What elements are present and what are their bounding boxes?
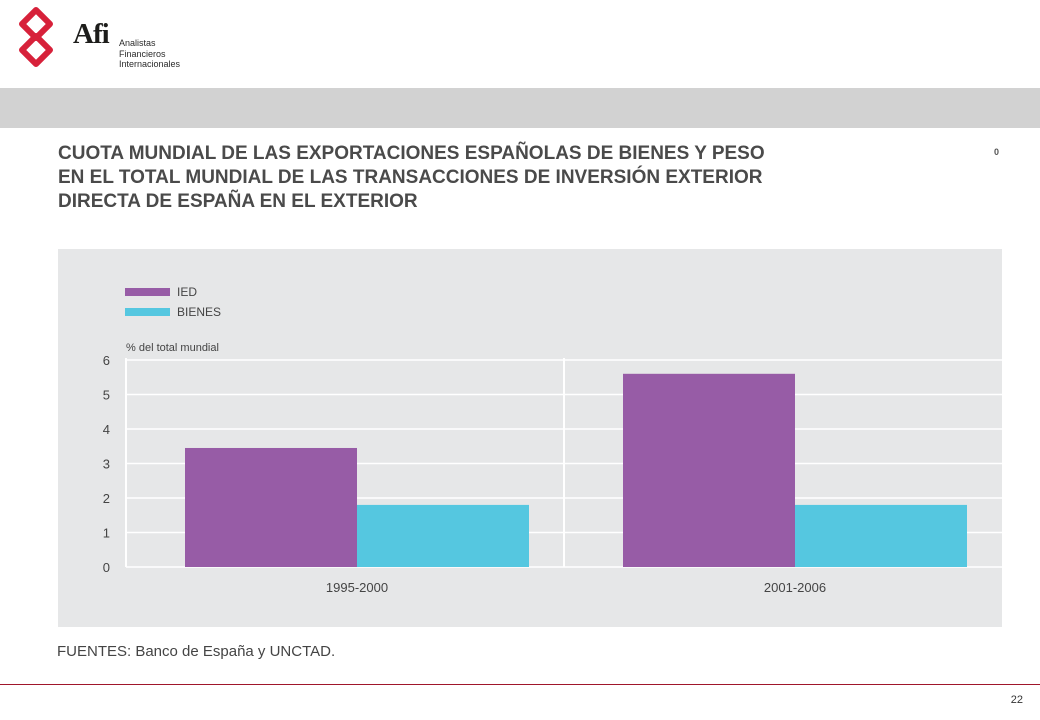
bar-ied xyxy=(623,373,795,567)
bar-ied xyxy=(185,447,357,567)
bar-bienes xyxy=(357,504,529,567)
title-line: CUOTA MUNDIAL DE LAS EXPORTACIONES ESPAÑ… xyxy=(58,143,765,164)
y-tick-label: 2 xyxy=(103,491,110,506)
source-note: FUENTES: Banco de España y UNCTAD. xyxy=(57,643,336,660)
x-tick-label: 2001-2006 xyxy=(764,580,826,595)
brand-subtitle: Analistas Financieros Internacionales xyxy=(119,38,180,70)
x-tick-label: 1995-2000 xyxy=(326,580,388,595)
chart-panel: 0 1 2 3 4 5 6 1995-2000 2001-2006 IED BIENES % del … xyxy=(58,249,1002,627)
title-line: EN EL TOTAL MUNDIAL DE LAS TRANSACCIONES… xyxy=(58,167,763,188)
corner-mark: 0 xyxy=(994,147,1000,157)
y-tick-label: 0 xyxy=(103,560,110,575)
brand-line: Internacionales xyxy=(119,59,181,69)
slide-title: CUOTA MUNDIAL DE LAS EXPORTACIONES ESPAÑ… xyxy=(58,142,938,214)
page-number: 22 xyxy=(1010,694,1023,706)
y-tick-label: 5 xyxy=(103,388,110,403)
y-axis-label: % del total mundial xyxy=(126,342,219,354)
brand-line: Analistas xyxy=(119,38,156,48)
legend-swatch xyxy=(125,308,170,316)
legend-swatch xyxy=(125,288,170,296)
brand-line: Financieros xyxy=(119,48,166,59)
y-tick-label: 6 xyxy=(103,353,110,368)
bar-bienes xyxy=(795,504,967,567)
afi-logo-icon xyxy=(19,7,53,67)
legend-label: BIENES xyxy=(177,305,221,319)
footer-divider xyxy=(0,684,1040,685)
y-tick-label: 1 xyxy=(103,526,110,541)
y-tick-label: 3 xyxy=(103,457,110,472)
y-tick-label: 4 xyxy=(103,422,110,437)
legend-label: IED xyxy=(177,285,197,299)
bar-chart: 0 1 2 3 4 5 6 1995-2000 2001-2006 IED BIENES % del … xyxy=(103,285,1002,595)
brand-name: Afi xyxy=(73,18,110,50)
header-band xyxy=(0,88,1040,128)
title-line: DIRECTA DE ESPAÑA EN EL EXTERIOR xyxy=(58,191,418,212)
